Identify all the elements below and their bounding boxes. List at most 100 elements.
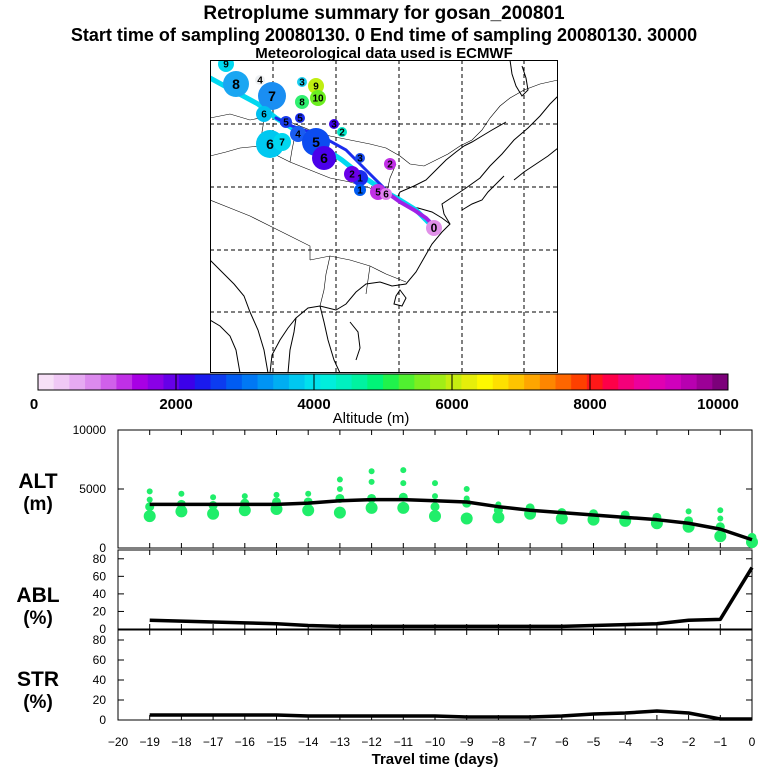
altitude-point [463,495,470,502]
colorbar-swatch [132,374,149,390]
y-tick-label: 80 [93,633,107,647]
colorbar-swatch [430,374,447,390]
altitude-point [146,488,153,495]
page-title: Retroplume summary for gosan_200801 [203,3,565,24]
colorbar-swatch [210,374,227,390]
colorbar-swatch [680,374,698,390]
plume-label: 3 [331,120,337,131]
receptor-marker [426,220,442,236]
plume-bubble [355,153,365,163]
plume-label: 8 [232,76,240,92]
plume-bubble [295,95,309,109]
colorbar-tick-labels: 0 2000 4000 6000 8000 10000 [30,374,739,413]
plume-bubble [297,77,307,87]
series-line [149,497,753,542]
plume-label: 5 [297,114,303,125]
x-tick-label: −20 [108,735,129,749]
altitude-point [336,476,343,483]
x-tick-label: −5 [587,735,601,749]
colorbar-swatch [194,374,211,390]
map-gridlines [210,60,558,373]
colorbar-swatch [508,374,525,390]
altitude-point [717,515,724,522]
plume-label: 3 [357,154,363,165]
colorbar-swatch [414,374,431,390]
plume-bubble [255,75,265,85]
y-tick-label: 20 [93,693,107,707]
colorbar-swatch [696,374,713,390]
colorbar-tick-label: 4000 [297,396,330,413]
y-tick-label: 80 [93,552,107,566]
altitude-point [302,504,315,517]
y-tick-label: 0 [99,541,106,555]
y-tick-label: 60 [93,569,107,583]
x-tick-label: −11 [394,735,414,749]
plume-bubble [280,116,292,128]
panel-title: ABL [16,584,59,607]
colorbar-swatch [571,374,588,390]
altitude-point [460,512,473,525]
altitude-point [717,507,724,514]
altitude-point [400,480,407,487]
y-tick-label: 5000 [79,482,106,496]
x-tick-label: −4 [618,735,632,749]
x-tick-label: −10 [425,735,446,749]
colorbar-swatch [445,374,462,390]
colorbar-swatch [147,374,164,390]
altitude-point [492,511,505,524]
x-tick-label: −14 [298,735,319,749]
plume-label: 5 [375,188,381,199]
panel-unit: (%) [23,608,53,629]
x-tick-label: −13 [330,735,351,749]
altitude-point [241,493,248,500]
colorbar-tick-label: 2000 [159,396,192,413]
x-tick-label: −2 [682,735,696,749]
colorbar-swatch [226,374,243,390]
x-tick-label: −17 [203,735,224,749]
altitude-point [210,494,217,501]
altitude-point [400,467,407,474]
colorbar-swatch [320,374,337,390]
altitude-point [432,480,438,487]
x-tick-label: −12 [361,735,382,749]
plume-label: 1 [357,174,363,185]
colorbar-swatch [100,374,117,390]
colorbar-swatch [273,374,290,390]
x-axis-label: Travel time (days) [372,751,499,768]
altitude-point [273,491,280,498]
series-line [149,709,752,721]
sampling-time: Start time of sampling 20080130. 0 End t… [70,25,698,45]
plume-bubble [295,113,305,123]
x-tick-label: −8 [492,735,506,749]
y-tick-label: 60 [93,653,107,667]
plume-bubble [344,166,360,182]
plume-label: 5 [283,118,289,129]
colorbar-swatch [539,374,556,390]
plume-bubble [312,146,336,170]
colorbar-swatch [367,374,384,390]
plume-label: 6 [320,150,328,166]
colorbar-swatch [524,374,541,390]
plume-label: 10 [312,94,324,105]
altitude-point [178,490,185,497]
plume-bubbles [218,60,396,200]
plume-label: 4 [257,76,263,87]
panel-abl: 0 20 40 60 80 ABL(%) [16,549,754,636]
altitude-point [365,501,378,514]
colorbar-swatch [116,374,133,390]
plume-label: 6 [383,190,389,201]
plume-bubble [258,82,286,110]
x-tick-label: −1 [713,735,727,749]
altitude-point [397,501,410,514]
plume-label: 7 [268,88,276,104]
altitude-point [143,510,156,523]
altitude-point [175,505,188,518]
plume-label: 2 [339,128,345,139]
colorbar-swatch [712,374,729,390]
x-tick-label: −9 [460,735,474,749]
altitude-point [714,530,727,543]
plume-bubble [256,106,272,122]
y-tick-label: 0 [99,713,106,727]
altitude-point [305,490,312,497]
